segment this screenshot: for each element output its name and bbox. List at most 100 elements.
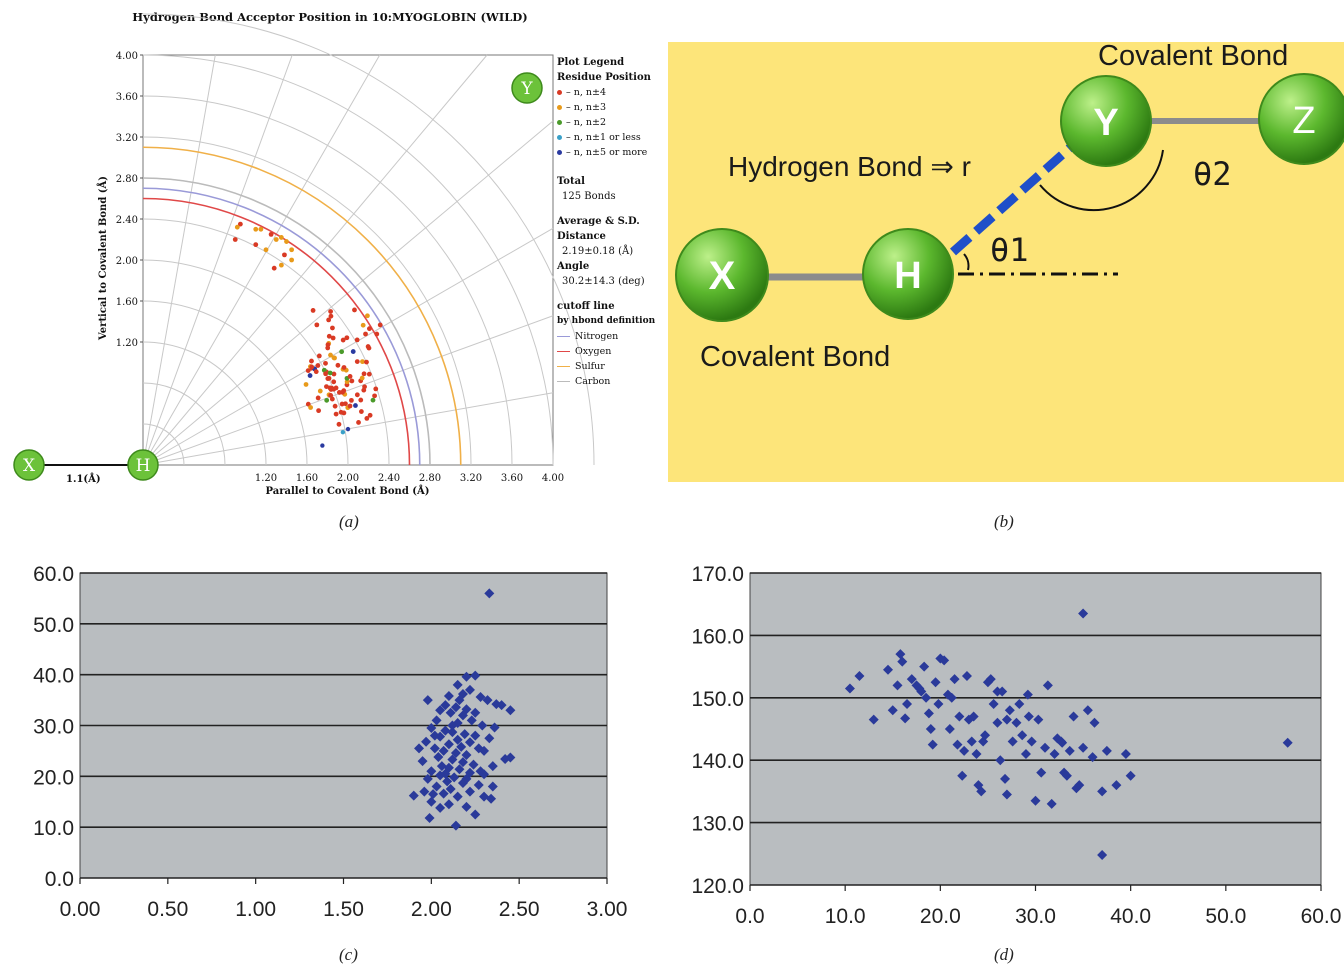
data-point bbox=[328, 352, 333, 358]
data-point bbox=[484, 733, 495, 744]
data-point bbox=[316, 353, 322, 359]
theta1-label: θ1 bbox=[990, 231, 1029, 269]
data-point bbox=[417, 756, 428, 767]
theta2-label: θ2 bbox=[1193, 155, 1232, 193]
hydrogen-bond-label: Hydrogen Bond ⇒ r bbox=[728, 151, 971, 182]
covalent-bond-bottom-label: Covalent Bond bbox=[700, 341, 890, 373]
data-point bbox=[271, 265, 277, 271]
legend-cutoff-subtitle: by hbond definition bbox=[557, 316, 656, 326]
data-point bbox=[461, 749, 472, 760]
data-point bbox=[949, 674, 960, 685]
data-point bbox=[350, 349, 356, 354]
data-point bbox=[487, 781, 498, 792]
data-point bbox=[452, 679, 463, 690]
x-tick-label: 40.0 bbox=[1110, 905, 1151, 928]
data-point bbox=[976, 786, 987, 797]
data-point bbox=[320, 443, 325, 448]
data-point bbox=[333, 411, 339, 417]
data-point bbox=[359, 375, 365, 381]
data-point bbox=[436, 761, 447, 772]
data-point bbox=[307, 373, 313, 378]
plot-area bbox=[749, 572, 1322, 886]
svg-text:H: H bbox=[894, 255, 921, 297]
data-point bbox=[1089, 717, 1100, 728]
data-point bbox=[1017, 730, 1028, 741]
legend-cutoff-swatch bbox=[557, 336, 570, 337]
data-point bbox=[1111, 780, 1122, 791]
data-point bbox=[445, 784, 456, 795]
x-tick-label: 1.50 bbox=[323, 898, 364, 921]
data-point bbox=[919, 661, 930, 672]
data-point bbox=[944, 724, 955, 734]
data-point bbox=[868, 714, 879, 725]
legend-cutoff-label: Oxygen bbox=[575, 346, 612, 357]
data-point bbox=[340, 337, 346, 343]
y-tick-label: 140.0 bbox=[691, 750, 744, 773]
data-point bbox=[457, 710, 468, 721]
panel-b: X H Y Z Covalent Bond Covalent Bond Hydr… bbox=[668, 42, 1344, 482]
legend-distance-title: Distance bbox=[557, 231, 606, 242]
data-point bbox=[435, 705, 446, 716]
data-point bbox=[335, 362, 341, 368]
data-point bbox=[364, 359, 369, 365]
legend-total-value: 125 Bonds bbox=[562, 191, 616, 202]
data-point bbox=[315, 363, 321, 368]
data-point bbox=[992, 686, 1003, 697]
data-point bbox=[352, 307, 357, 313]
cutoff-arc-sulfur bbox=[142, 146, 462, 466]
data-point bbox=[927, 739, 938, 750]
data-point bbox=[258, 226, 264, 232]
data-point bbox=[466, 715, 477, 726]
data-point bbox=[354, 392, 360, 398]
x-tick-label: 2.00 bbox=[411, 898, 452, 921]
legend-cutoff-swatch bbox=[557, 366, 570, 367]
legend-cutoff-title: cutoff line bbox=[557, 301, 615, 312]
data-point bbox=[1120, 748, 1131, 759]
chart-d-svg: 170.0 160.0 150.0 140.0 130.0 120.0 0.0 10.0 20.… bbox=[691, 563, 1341, 928]
data-point bbox=[459, 729, 470, 740]
legend-cutoff-list: Nitrogen Oxygen Sulfur Carbon bbox=[557, 329, 665, 389]
data-point bbox=[450, 820, 461, 831]
data-point bbox=[289, 247, 295, 253]
data-point bbox=[470, 809, 481, 820]
data-point bbox=[332, 403, 338, 409]
data-point bbox=[440, 725, 451, 736]
y-tick-label: 3.60 bbox=[116, 92, 138, 103]
legend-label: – n, n±5 or more bbox=[566, 147, 648, 158]
data-point bbox=[1036, 767, 1047, 778]
polar-grid-circle bbox=[142, 341, 267, 466]
legend-label: – n, n±3 bbox=[566, 102, 607, 113]
legend-dot bbox=[557, 105, 562, 110]
x-tick-label: 3.00 bbox=[587, 898, 628, 921]
y-tick-label: 2.00 bbox=[116, 256, 138, 267]
y-tick-label: 120.0 bbox=[691, 875, 744, 898]
data-point bbox=[234, 224, 240, 230]
data-point bbox=[1020, 748, 1031, 759]
polar-grid-circle bbox=[142, 259, 349, 466]
cutoff-arc-nitrogen bbox=[142, 187, 421, 466]
data-point bbox=[354, 337, 360, 343]
data-point bbox=[330, 325, 335, 331]
legend-distance-value: 2.19±0.18 (Å) bbox=[562, 246, 634, 257]
y-tick-label: 160.0 bbox=[691, 625, 744, 648]
legend-entries: – n, n±4 – n, n±3 – n, n±2 – n, n±1 or less… bbox=[557, 85, 665, 160]
y-tick-label: 30.0 bbox=[33, 716, 74, 739]
data-point bbox=[452, 791, 463, 802]
data-point bbox=[464, 786, 475, 797]
data-point bbox=[422, 695, 433, 706]
legend-dot bbox=[557, 90, 562, 95]
polar-grid-ray bbox=[142, 315, 554, 466]
data-point bbox=[479, 769, 490, 780]
data-point bbox=[303, 382, 309, 387]
data-point bbox=[461, 773, 472, 784]
atom-z: Z bbox=[1258, 73, 1344, 165]
legend-cutoff-label: Sulfur bbox=[575, 361, 605, 372]
data-point bbox=[475, 692, 486, 703]
data-point bbox=[496, 700, 507, 711]
data-point bbox=[366, 371, 372, 377]
x-tick-label: 2.80 bbox=[419, 473, 441, 484]
legend-entry: – n, n±5 or more bbox=[557, 145, 665, 160]
data-point bbox=[1004, 705, 1015, 716]
data-point bbox=[906, 674, 917, 685]
hydrogen-bond-line bbox=[950, 141, 1076, 256]
